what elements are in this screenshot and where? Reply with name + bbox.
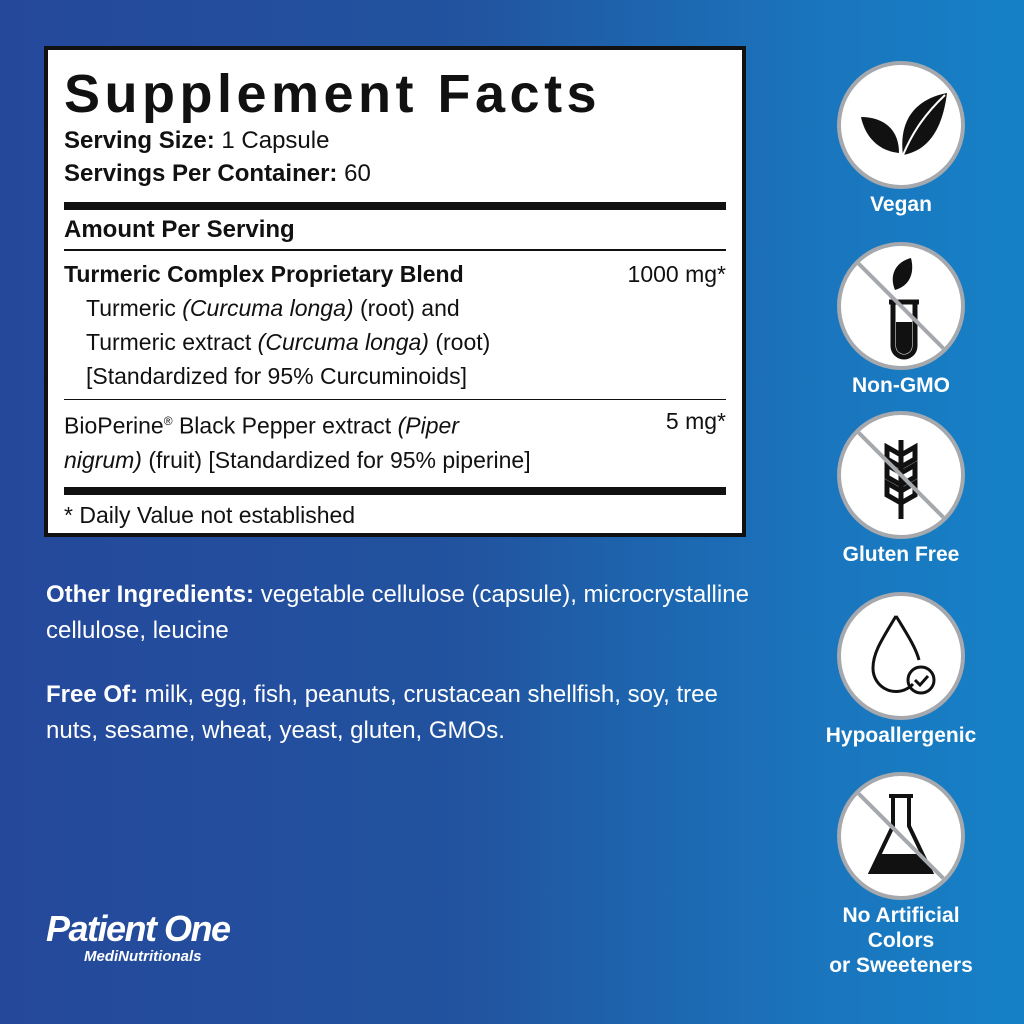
patient-one-logo: Patient One MediNutritionals [46, 908, 231, 966]
wheat-icon [855, 429, 947, 521]
badge-non-gmo: Non-GMO [820, 242, 982, 398]
facts-title: Supplement Facts [64, 64, 602, 124]
badge-no-artificial: No Artificial Colors or Sweeteners [820, 772, 982, 978]
footnote: * Daily Value not established [64, 501, 356, 528]
drop-check-icon [871, 615, 936, 695]
badge-vegan: Vegan [820, 61, 982, 217]
blend-row: Turmeric Complex Proprietary Blend 1000 m… [64, 261, 726, 287]
bioperine-row: BioPerine® Black Pepper extract (Piper 5 … [64, 408, 726, 439]
badge-gluten-free: Gluten Free [820, 411, 982, 567]
flask-icon [855, 790, 947, 882]
amount-header: Amount Per Serving [64, 216, 295, 243]
serving-size: Serving Size: 1 Capsule [64, 127, 330, 154]
other-ingredients: Other Ingredients: vegetable cellulose (… [46, 581, 749, 644]
supplement-facts-panel: Supplement Facts Serving Size: 1 Capsule… [44, 46, 746, 537]
badge-hypoallergenic: Hypoallergenic [820, 592, 982, 748]
servings-per-container: Servings Per Container: 60 [64, 160, 371, 187]
free-of: Free Of: milk, egg, fish, peanuts, crust… [46, 681, 718, 744]
test-tube-leaf-icon [855, 258, 947, 360]
leaf-icon [861, 93, 947, 156]
